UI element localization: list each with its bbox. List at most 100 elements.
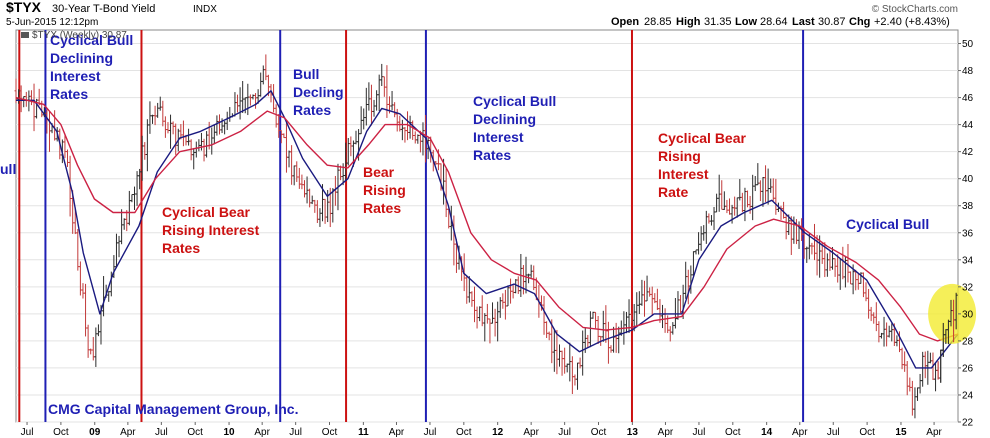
x-tick-label-10: 11 <box>358 427 369 438</box>
ann-bear-2-line: Bear <box>363 164 395 180</box>
legend-bar-icon <box>21 32 29 38</box>
x-tick-label-1: Oct <box>53 427 69 438</box>
ann-cyclical-bull-3-line: Interest <box>473 129 524 145</box>
header-open-value: 28.85 <box>644 16 672 28</box>
x-tick-label-15: Apr <box>523 427 539 438</box>
y-tick-label-42: 42 <box>962 147 974 158</box>
ann-bull-2-line: Bull <box>293 66 319 82</box>
header-low-label: Low <box>735 16 757 28</box>
x-tick-label-23: Apr <box>792 427 808 438</box>
footer-credit: CMG Capital Management Group, Inc. <box>48 401 298 417</box>
chart-header: $TYX 30-Year T-Bond Yield INDX 5-Jun-201… <box>6 0 958 41</box>
x-tick-label-2: 09 <box>89 427 101 438</box>
x-tick-label-18: 13 <box>627 427 639 438</box>
y-tick-label-34: 34 <box>962 255 974 266</box>
ann-cyclical-bull-4-line: Cyclical Bull <box>846 216 929 232</box>
x-tick-label-13: Oct <box>456 427 472 438</box>
ann-cyclical-bear-1: Cyclical Bear Rising Interest Rates <box>162 204 260 256</box>
x-tick-label-8: Jul <box>289 427 302 438</box>
ann-bull-2-line: Rates <box>293 102 331 118</box>
header-open-label: Open <box>611 16 639 28</box>
x-tick-label-11: Apr <box>389 427 405 438</box>
ann-cyclical-bear-3-line: Cyclical Bear <box>658 130 746 146</box>
header-low-value: 28.64 <box>760 16 788 28</box>
price-bar <box>954 292 958 330</box>
ann-cyclical-bull-3-line: Cyclical Bull <box>473 93 556 109</box>
ann-cyclical-bear-3-line: Rising <box>658 148 701 164</box>
legend-text: $TYX (Weekly) 30.87 <box>32 30 127 41</box>
header-name: 30-Year T-Bond Yield <box>52 3 155 15</box>
ann-cyclical-bull-3: Cyclical Bull Declining Interest Rates <box>473 93 556 163</box>
y-tick-label-32: 32 <box>962 282 974 293</box>
y-axis: 22 24 26 28 30 32 34 36 38 40 42 44 46 48 50 <box>958 39 974 429</box>
x-tick-label-17: Oct <box>591 427 607 438</box>
header-symbol: $TYX <box>6 0 42 15</box>
ann-bear-2: Bear Rising Rates <box>363 164 406 216</box>
header-chg-value: +2.40 (+8.43%) <box>874 16 950 28</box>
moving-average-lines <box>15 90 959 369</box>
y-tick-label-26: 26 <box>962 363 974 374</box>
x-tick-label-9: Oct <box>322 427 338 438</box>
ann-bull-cut-line: ull <box>0 161 16 177</box>
header-date: 5-Jun-2015 12:12pm <box>6 17 98 28</box>
ann-cyclical-bear-1-line: Rates <box>162 240 200 256</box>
ann-cyclical-bull-1-line: Declining <box>50 50 113 66</box>
x-tick-label-26: 15 <box>895 427 907 438</box>
x-tick-label-12: Jul <box>424 427 437 438</box>
ann-bear-2-line: Rates <box>363 200 401 216</box>
cycle-marker-lines <box>18 30 805 422</box>
x-tick-label-4: Jul <box>155 427 168 438</box>
ann-cyclical-bull-1: Cyclical Bull Declining Interest Rates <box>50 32 133 102</box>
ann-bull-cut: ull <box>0 161 16 177</box>
x-tick-label-25: Oct <box>859 427 875 438</box>
ma-line-sma_short <box>16 90 959 369</box>
y-tick-label-36: 36 <box>962 228 974 239</box>
x-tick-label-19: Apr <box>658 427 674 438</box>
y-tick-label-22: 22 <box>962 418 974 429</box>
recent-breakout-highlight <box>928 283 977 383</box>
highlight-ellipse <box>928 283 977 344</box>
header-exchange: INDX <box>193 4 217 15</box>
x-tick-label-14: 12 <box>492 427 504 438</box>
watermark-text: © StockCharts.com <box>872 4 958 15</box>
plot-background <box>15 29 959 423</box>
x-tick-label-16: Jul <box>558 427 571 438</box>
ma-line-sma_long <box>15 96 959 342</box>
ann-cyclical-bear-1-line: Rising Interest <box>162 222 260 238</box>
y-tick-label-48: 48 <box>962 66 974 77</box>
y-tick-label-24: 24 <box>962 390 974 401</box>
x-tick-label-5: Oct <box>187 427 203 438</box>
y-tick-label-50: 50 <box>962 39 974 50</box>
plot-frame <box>15 29 959 423</box>
ann-cyclical-bull-4: Cyclical Bull <box>846 216 929 232</box>
header-last-label: Last <box>792 16 815 28</box>
y-tick-label-30: 30 <box>962 309 974 320</box>
ann-cyclical-bear-3: Cyclical Bear Rising Interest Rate <box>658 130 746 200</box>
x-tick-label-20: Jul <box>693 427 706 438</box>
ann-cyclical-bear-3-line: Rate <box>658 184 689 200</box>
x-tick-label-0: Jul <box>21 427 34 438</box>
x-tick-label-24: Jul <box>827 427 840 438</box>
ann-cyclical-bull-1-line: Interest <box>50 68 101 84</box>
x-axis: Jul Oct 09 Apr Jul Oct 10 Apr Jul Oct 11 Apr Jul Oct 1… <box>21 422 943 438</box>
header-high-label: High <box>676 16 701 28</box>
y-tick-label-28: 28 <box>962 336 974 347</box>
header-last-value: 30.87 <box>818 16 846 28</box>
ann-cyclical-bull-1-line: Cyclical Bull <box>50 32 133 48</box>
x-tick-label-7: Apr <box>254 427 270 438</box>
y-tick-label-40: 40 <box>962 174 974 185</box>
x-tick-label-27: Apr <box>926 427 942 438</box>
y-tick-label-38: 38 <box>962 201 974 212</box>
header-chg-label: Chg <box>849 16 870 28</box>
cycle-annotations: Cyclical BullDecliningInterestRatesCycli… <box>0 32 929 256</box>
x-tick-label-3: Apr <box>120 427 136 438</box>
legend: $TYX (Weekly) 30.87 <box>21 30 127 41</box>
ann-bull-2-line: Decling <box>293 84 344 100</box>
ann-bull-2: Bull Decling Rates <box>293 66 344 118</box>
header-high-value: 31.35 <box>704 16 732 28</box>
ann-cyclical-bull-3-line: Declining <box>473 111 536 127</box>
y-tick-label-44: 44 <box>962 120 974 131</box>
ann-cyclical-bear-3-line: Interest <box>658 166 709 182</box>
ann-cyclical-bull-3-line: Rates <box>473 147 511 163</box>
